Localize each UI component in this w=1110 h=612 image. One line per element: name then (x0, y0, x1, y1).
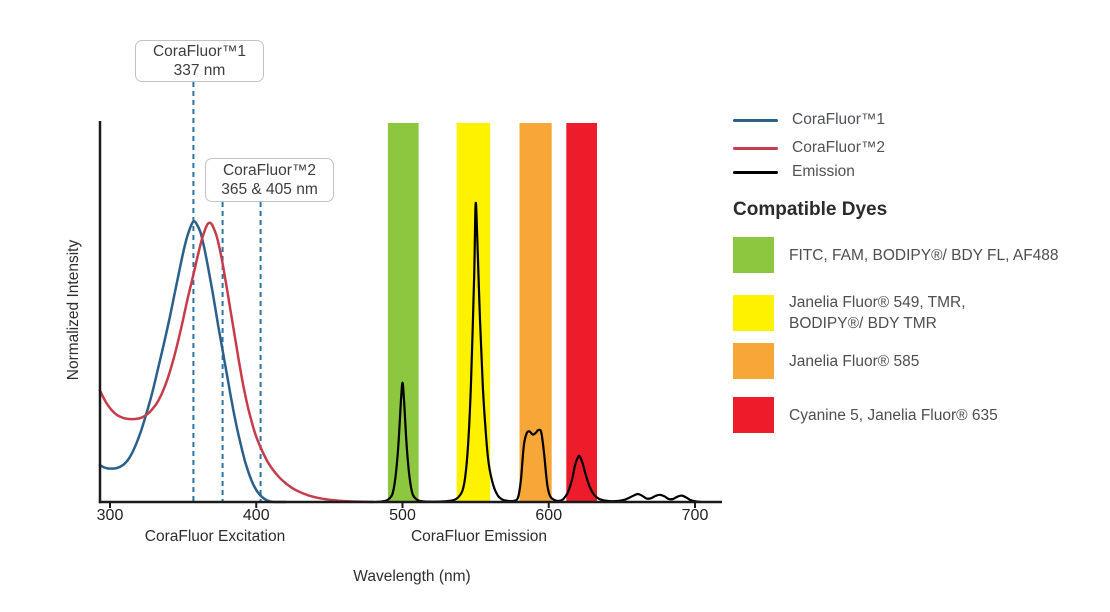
legend-label-corafluor2: CoraFluor™2 (792, 139, 886, 156)
y-axis-title: Normalized Intensity (65, 239, 82, 381)
dye-row-orange: Janelia Fluor® 585 (733, 343, 919, 379)
corafluor2-excitation-curve (98, 221, 375, 504)
filter-band-green (387, 123, 419, 502)
legend-item-corafluor2: CoraFluor™2 (733, 139, 886, 156)
callout-corafluor2-wavelength: 365 & 405 nm (221, 181, 318, 198)
emission-region-label: CoraFluor Emission (410, 528, 548, 545)
compatible-dyes-title: Compatible Dyes (733, 199, 888, 220)
x-axis-title: Wavelength (nm) (353, 568, 471, 585)
filter-band-red (566, 123, 597, 502)
callout-corafluor1-wavelength: 337 nm (173, 62, 226, 79)
legend-label-corafluor1: CoraFluor™1 (792, 111, 886, 128)
dye-label-green: FITC, FAM, BODIPY®/ BDY FL, AF488 (789, 246, 1059, 264)
dye-label-yellow: Janelia Fluor® 549, TMR, BODIPY®/ BDY TM… (789, 294, 966, 332)
emission-line-swatch (733, 170, 778, 174)
dye-row-red: Cyanine 5, Janelia Fluor® 635 (733, 397, 998, 433)
corafluor2-line-swatch (733, 146, 778, 150)
callout-corafluor2: CoraFluor™2 365 & 405 nm (205, 158, 334, 202)
excitation-region-label: CoraFluor Excitation (144, 528, 286, 545)
corafluor1-excitation-curve (98, 220, 287, 504)
dye-label-red: Cyanine 5, Janelia Fluor® 635 (789, 406, 998, 424)
callout-corafluor1: CoraFluor™1 337 nm (135, 40, 264, 82)
orange-filter-swatch (733, 343, 774, 379)
legend-item-emission: Emission (733, 163, 855, 180)
x-tick-label-500: 500 (389, 507, 416, 524)
red-filter-swatch (733, 397, 774, 433)
dye-row-green: FITC, FAM, BODIPY®/ BDY FL, AF488 (733, 237, 1059, 273)
corafluor1-line-swatch (733, 118, 778, 122)
x-tick-label-400: 400 (242, 507, 270, 524)
dye-row-yellow: Janelia Fluor® 549, TMR, BODIPY®/ BDY TM… (733, 292, 966, 334)
callout-corafluor2-title: CoraFluor™2 (222, 162, 317, 179)
legend-label-emission: Emission (792, 163, 855, 180)
green-filter-swatch (733, 237, 774, 273)
dye-label-orange: Janelia Fluor® 585 (789, 352, 920, 370)
x-tick-label-600: 600 (535, 507, 563, 524)
x-tick-label-700: 700 (681, 507, 709, 524)
callout-corafluor1-title: CoraFluor™1 (152, 43, 247, 60)
legend-item-corafluor1: CoraFluor™1 (733, 111, 886, 128)
yellow-filter-swatch (733, 295, 774, 331)
x-tick-label-300: 300 (96, 507, 124, 524)
spectra-chart (98, 82, 722, 508)
